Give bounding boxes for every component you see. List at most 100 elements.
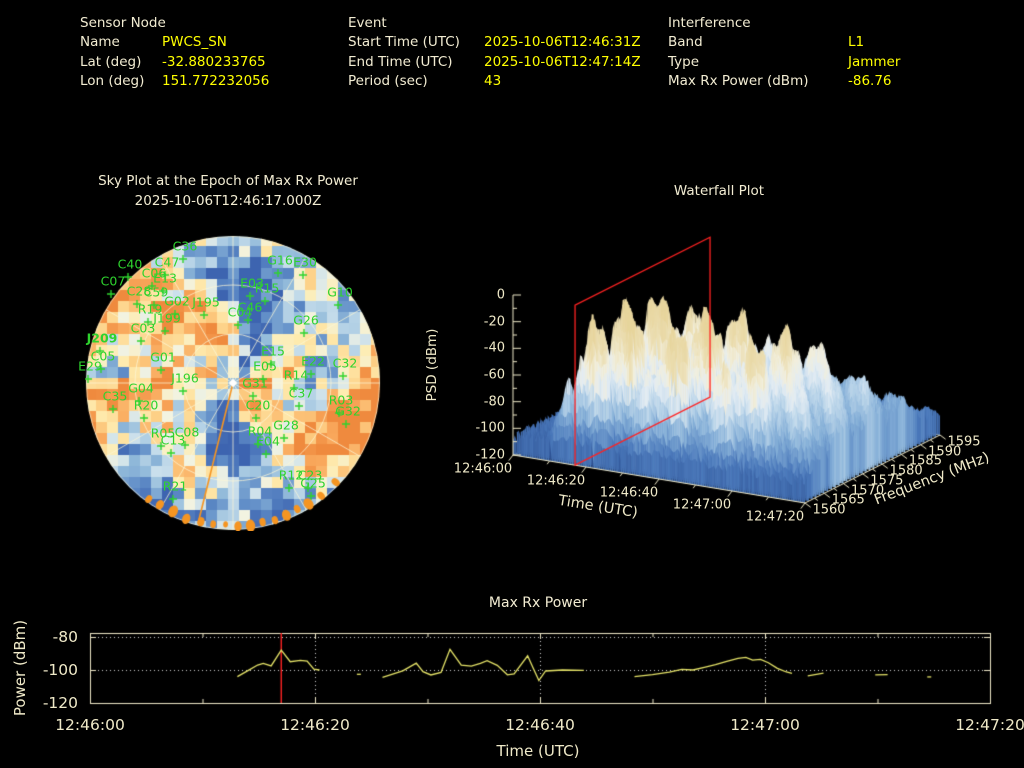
type-value: Jammer xyxy=(848,53,901,70)
satellite-label-C05: C05 xyxy=(90,348,116,364)
wf-time-tick-label: 12:47:20 xyxy=(745,509,805,525)
waterfall-psd-axis-label: PSD (dBm) xyxy=(424,328,440,402)
wf-psd-tick-label: -100 xyxy=(475,420,505,436)
event-panel: Event Start Time (UTC) 2025-10-06T12:46:3… xyxy=(348,14,641,92)
satellite-label-E15: E15 xyxy=(261,343,285,359)
field-label: Lat (deg) xyxy=(80,53,142,70)
field-label: Lon (deg) xyxy=(80,73,145,90)
wf-psd-tick-label: -120 xyxy=(475,447,505,463)
longitude-value: 151.772232056 xyxy=(162,73,270,90)
wf-psd-tick-label: -40 xyxy=(483,340,505,356)
satellite-label-C36: C36 xyxy=(172,238,198,254)
sky-plot-title-line1: Sky Plot at the Epoch of Max Rx Power xyxy=(98,173,358,189)
wf-freq-tick-label: 1585 xyxy=(908,453,942,469)
wf-psd-tick-label: -20 xyxy=(483,314,505,330)
satellite-label-G10: G10 xyxy=(327,284,353,300)
panel-title: Sensor Node xyxy=(80,15,166,31)
sky-plot-satellite-labels: C36 C47 C40 C06 E13 C07 C28 C59 G02 J195 R19 J199 C0… xyxy=(78,235,381,531)
wf-freq-tick-label: 1590 xyxy=(928,444,962,460)
max-rx-power-value: -86.76 xyxy=(848,73,892,90)
field-label: Name xyxy=(80,34,120,51)
sensor-node-panel: Sensor Node Name PWCS_SN Lat (deg) -32.880… xyxy=(80,14,269,92)
satellite-label-C04: C04 xyxy=(227,304,253,320)
waterfall-canvas xyxy=(420,225,1024,535)
satellite-label-G16: G16 xyxy=(267,252,293,268)
satellite-label-G31: G31 xyxy=(242,375,268,391)
satellite-label-C46: C46 xyxy=(237,299,263,315)
field-label: Start Time (UTC) xyxy=(348,34,460,51)
field-label: Band xyxy=(668,34,703,51)
period-value: 43 xyxy=(484,73,502,90)
field-label: End Time (UTC) xyxy=(348,53,453,70)
wf-freq-tick-label: 1580 xyxy=(889,463,923,479)
satellite-label-C03: C03 xyxy=(130,320,156,336)
satellite-label-C37: C37 xyxy=(288,385,314,401)
satellite-label-E03: E03 xyxy=(240,275,264,291)
satellite-label-R14: R14 xyxy=(283,367,309,383)
wf-time-tick-label: 12:46:00 xyxy=(453,461,513,477)
sensor-name-value: PWCS_SN xyxy=(162,34,227,51)
wf-psd-tick-label: -80 xyxy=(483,394,505,410)
satellite-label-E05: E05 xyxy=(253,358,277,374)
waterfall-labels: 0 -20 -40 -60 -80 -100 -120 12:46:00 12:46:20 12:… xyxy=(420,225,1024,555)
panel-title: Event xyxy=(348,15,387,31)
satellite-label-J199: J199 xyxy=(153,310,181,326)
start-time-value: 2025-10-06T12:46:31Z xyxy=(484,34,641,51)
latitude-value: -32.880233765 xyxy=(162,53,266,70)
wf-freq-tick-label: 1575 xyxy=(870,473,904,489)
satellite-label-R03: R03 xyxy=(328,392,354,408)
satellite-label-C47: C47 xyxy=(154,254,180,270)
satellite-label-C40: C40 xyxy=(117,256,143,272)
satellite-label-R19: R19 xyxy=(137,301,163,317)
satellite-label-E29: E29 xyxy=(78,358,102,374)
wf-psd-tick-label: -60 xyxy=(483,367,505,383)
wf-time-tick-label: 12:46:20 xyxy=(526,473,586,489)
satellite-label-G04: G04 xyxy=(128,380,154,396)
field-label: Type xyxy=(668,53,700,70)
sky-plot-title: Sky Plot at the Epoch of Max Rx Power 20… xyxy=(58,171,398,211)
panel-title: Interference xyxy=(668,15,751,31)
satellite-label-J195: J195 xyxy=(192,294,220,310)
satellite-label-R21: R21 xyxy=(162,478,188,494)
satellite-label-J196: J196 xyxy=(171,370,199,386)
wf-time-tick-label: 12:46:40 xyxy=(599,485,659,501)
wf-psd-tick-label: 0 xyxy=(496,287,505,303)
satellite-label-R20: R20 xyxy=(133,397,159,413)
waterfall-title: Waterfall Plot xyxy=(673,183,765,199)
satellite-label-C20: C20 xyxy=(245,397,271,413)
power-y-axis-label: Power (dBm) xyxy=(11,619,29,717)
wf-freq-tick-label: 1560 xyxy=(812,502,846,518)
satellite-label-R05: R05 xyxy=(150,425,176,441)
satellite-label-E13: E13 xyxy=(153,270,177,286)
wf-time-tick-label: 12:47:00 xyxy=(672,497,732,513)
satellite-label-R12: R12 xyxy=(278,467,304,483)
satellite-label-G28: G28 xyxy=(273,417,299,433)
satellite-label-C08: C08 xyxy=(174,424,200,440)
satellite-label-C13: C13 xyxy=(160,432,186,448)
satellite-label-R04: R04 xyxy=(247,423,273,439)
wf-freq-tick-label: 1565 xyxy=(831,492,865,508)
satellite-label-R15: R15 xyxy=(254,280,280,296)
satellite-label-C28: C28 xyxy=(126,283,152,299)
satellite-label-G01: G01 xyxy=(150,349,176,365)
sky-plot-canvas xyxy=(85,235,381,531)
wf-freq-tick-label: 1570 xyxy=(851,483,885,499)
field-label: Period (sec) xyxy=(348,73,428,90)
satellite-label-G25: G25 xyxy=(300,475,326,491)
satellite-label-J209: J209 xyxy=(86,330,118,346)
interference-panel: Interference Band L1 Type Jammer Max Rx Po… xyxy=(668,14,900,92)
satellite-label-C06: C06 xyxy=(141,265,167,281)
satellite-label-C59: C59 xyxy=(143,284,169,300)
power-chart-canvas xyxy=(0,595,1024,735)
band-value: L1 xyxy=(848,34,865,51)
wf-freq-tick-label: 1595 xyxy=(947,434,981,450)
satellite-label-E04: E04 xyxy=(256,433,280,449)
satellite-label-E22: E22 xyxy=(301,353,325,369)
satellite-label-C32: C32 xyxy=(332,355,358,371)
power-x-axis-label: Time (UTC) xyxy=(496,742,580,760)
satellite-label-G26: G26 xyxy=(293,312,319,328)
satellite-label-C07: C07 xyxy=(100,273,126,289)
sky-plot-title-line2: 2025-10-06T12:46:17.000Z xyxy=(134,193,322,209)
satellite-label-C35: C35 xyxy=(102,388,128,404)
